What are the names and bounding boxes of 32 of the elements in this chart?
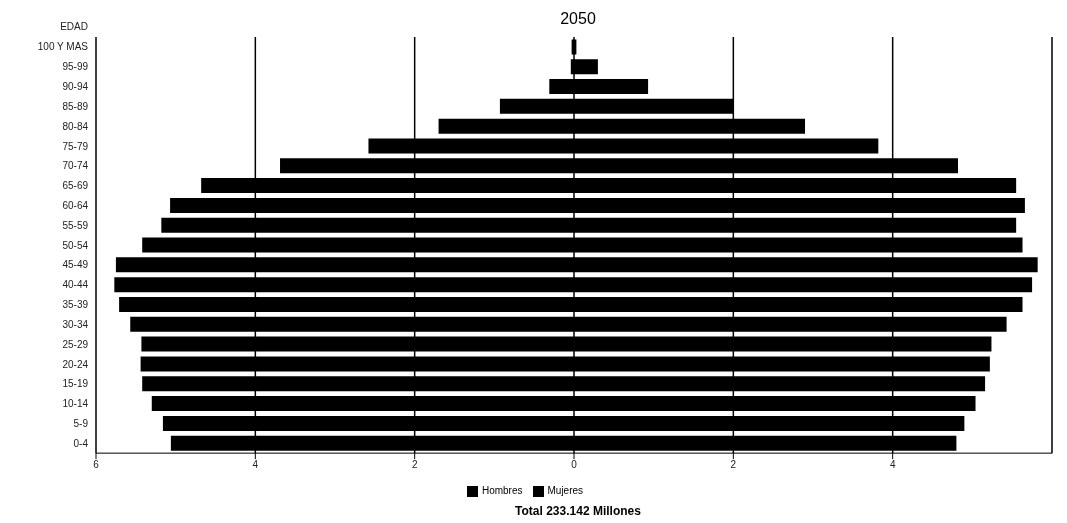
x-tick-label: 0	[571, 459, 578, 471]
y-axis-title: EDAD	[59, 21, 88, 32]
x-tick-label: 4	[252, 459, 259, 471]
y-tick-label: 5-9	[73, 417, 89, 429]
y-tick-label: 0-4	[73, 437, 89, 449]
y-tick-label: 45-49	[62, 259, 89, 271]
y-tick-label: 30-34	[62, 318, 89, 330]
y-tick-label: 35-39	[62, 299, 89, 311]
y-tick-label: 40-44	[62, 279, 89, 291]
x-tick-label: 4	[889, 459, 896, 471]
y-tick-label: 90-94	[62, 81, 89, 93]
x-tick-label: 2	[411, 459, 418, 471]
y-tick-label: 100 Y MAS	[37, 41, 89, 53]
text: Total 233.142 Millones	[514, 504, 642, 518]
y-tick-label: 10-14	[62, 398, 89, 410]
y-tick-label: 85-89	[62, 100, 89, 112]
x-tick-label: 2	[730, 459, 737, 471]
y-tick-label: 75-79	[62, 140, 89, 152]
legend-label: Mujeres	[547, 485, 584, 497]
y-tick-label: 95-99	[62, 61, 89, 73]
y-tick-label: 60-64	[62, 199, 89, 211]
y-tick-label: 25-29	[62, 338, 89, 350]
y-tick-label: 65-69	[62, 180, 89, 192]
y-tick-label: 80-84	[62, 120, 89, 132]
chart-title: 2050	[560, 10, 596, 27]
legend-label: Hombres	[481, 485, 523, 497]
y-tick-label: 20-24	[62, 358, 89, 370]
x-tick-label: 6	[93, 459, 100, 471]
y-tick-label: 15-19	[62, 378, 89, 390]
y-tick-label: 70-74	[62, 160, 89, 172]
y-tick-label: 50-54	[62, 239, 89, 251]
y-tick-label: 55-59	[62, 219, 89, 231]
